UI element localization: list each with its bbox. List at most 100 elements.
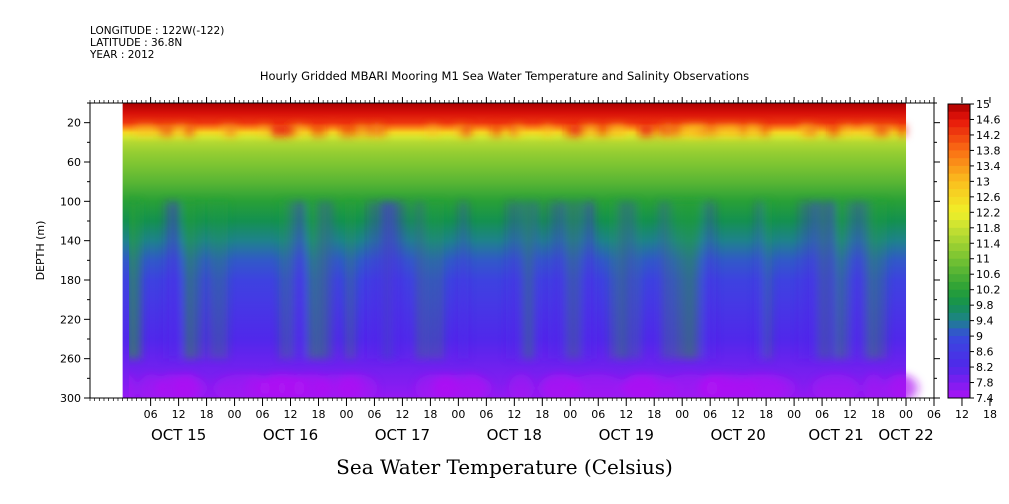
y-tick-label: 220 [60,313,81,326]
x-date-label: OCT 15 [151,426,206,444]
colorbar-swatch [948,142,970,151]
colorbar-swatch [948,297,970,306]
x-hour-label: 12 [172,408,186,421]
colorbar-label: 13 [976,175,990,188]
colorbar-swatch [948,374,970,384]
y-tick-label: 180 [60,274,81,287]
x-hour-label: 06 [815,408,829,421]
x-hour-label: 00 [451,408,465,421]
colorbar-label: 7.4 [976,392,994,405]
y-tick-label: 20 [67,117,81,130]
colorbar-swatch [948,343,970,353]
colorbar-swatch [948,390,970,399]
colorbar-swatch [948,312,970,322]
x-hour-label: 06 [367,408,381,421]
x-hour-label: 12 [955,408,969,421]
colorbar: 15 14.6 14.2 13.8 13.4 13 12.6 12.2 11.8 11.4 11 10… [947,98,1001,405]
colorbar-label: 13.4 [976,160,1001,173]
colorbar-swatch [948,320,970,329]
colorbar-swatch [948,150,970,159]
colorbar-swatch [948,266,970,275]
colorbar-label: 9 [976,330,983,343]
x-hour-label: 06 [703,408,717,421]
colorbar-label: 8.6 [976,346,994,359]
colorbar-swatch [948,119,970,128]
colorbar-swatch [948,111,970,120]
colorbar-label: 15 [976,98,990,111]
y-tick-label: 140 [60,235,81,248]
colorbar-swatch [948,382,970,391]
colorbar-swatch [948,258,970,267]
x-hour-label: 06 [479,408,493,421]
year-label: YEAR : 2012 [90,49,155,61]
x-hour-label: 18 [871,408,885,421]
colorbar-swatch [948,227,970,237]
x-hour-label: 18 [647,408,661,421]
axes: 20 60 100 140 180 220 260 300 DEPTH (m) 06 12 18 00 0… [34,97,997,444]
colorbar-swatch [948,281,970,291]
colorbar-frame [947,103,971,399]
y-tick-label: 100 [60,195,81,208]
y-tick-label: 60 [67,156,81,169]
colorbar-swatch [948,173,970,182]
x-hour-label: 12 [731,408,745,421]
x-hour-label: 12 [507,408,521,421]
colorbar-label: 14.6 [976,113,1001,126]
colorbar-label: 12.2 [976,206,1001,219]
x-date-label: OCT 21 [808,426,863,444]
x-hour-label: 06 [927,408,941,421]
x-hour-label: 12 [284,408,298,421]
x-axis-label: Sea Water Temperature (Celsius) [336,455,673,479]
x-date-label: OCT 16 [263,426,318,444]
x-hour-label: 12 [619,408,633,421]
y-tick-label: 300 [60,392,81,405]
colorbar-swatch [948,220,970,229]
x-date-label: OCT 19 [599,426,654,444]
colorbar-label: 11 [976,253,990,266]
x-hour-label: 18 [200,408,214,421]
x-hour-label: 12 [843,408,857,421]
colorbar-swatch [948,181,970,190]
latitude-label: LATITUDE : 36.8N [90,37,183,49]
y-axis-label: DEPTH (m) [34,221,47,281]
colorbar-label: 8.2 [976,361,994,374]
colorbar-label: 14.2 [976,129,1001,142]
colorbar-swatch [948,158,970,167]
colorbar-swatch [948,336,970,345]
colorbar-swatch [948,189,970,198]
colorbar-label: 9.4 [976,315,994,328]
colorbar-label: 10.6 [976,268,1001,281]
colorbar-swatch [948,127,970,136]
colorbar-swatch [948,165,970,175]
x-date-label: OCT 18 [487,426,542,444]
colorbar-swatch [948,359,970,368]
colorbar-label: 10.2 [976,284,1001,297]
colorbar-swatch [948,367,970,376]
colorbar-swatch [948,104,970,113]
colorbar-label: 13.8 [976,144,1001,157]
longitude-label: LONGITUDE : 122W(-122) [90,25,225,37]
plot-area [90,103,934,398]
x-hour-label: 18 [311,408,325,421]
colorbar-label: 7.8 [976,377,994,390]
colorbar-swatch [948,134,970,144]
chart-title: Hourly Gridded MBARI Mooring M1 Sea Wate… [259,69,750,83]
x-hour-label: 06 [256,408,270,421]
x-hour-label: 06 [591,408,605,421]
x-hour-label: 00 [787,408,801,421]
colorbar-label: 9.8 [976,299,994,312]
temperature-texture [129,124,920,398]
colorbar-swatch [948,351,970,360]
x-hour-label: 18 [535,408,549,421]
colorbar-swatch [948,305,970,314]
x-date-label: OCT 22 [878,426,933,444]
colorbar-label: 11.4 [976,237,1001,250]
y-tick-label: 260 [60,353,81,366]
colorbar-swatch [948,235,970,244]
x-hour-label: 00 [339,408,353,421]
colorbar-swatch [948,243,970,252]
x-hour-label: 00 [899,408,913,421]
colorbar-swatch [948,251,970,260]
colorbar-swatch [948,274,970,283]
x-hour-label: 18 [423,408,437,421]
